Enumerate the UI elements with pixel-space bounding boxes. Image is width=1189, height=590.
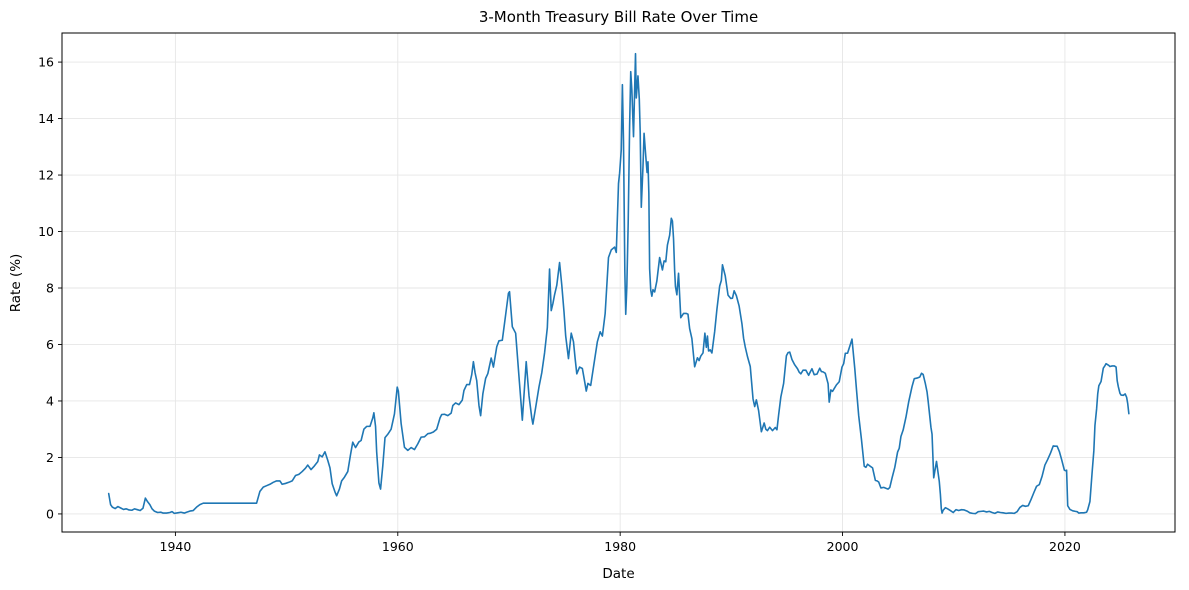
y-tick-label: 14 xyxy=(38,111,54,126)
y-tick-label: 6 xyxy=(46,337,54,352)
axes-spines xyxy=(61,32,1176,533)
x-tick-label: 1940 xyxy=(160,539,192,554)
y-tick-label: 10 xyxy=(38,224,54,239)
y-tick-label: 16 xyxy=(38,55,54,70)
y-axis-label: Rate (%) xyxy=(8,253,24,313)
x-tick-label: 2000 xyxy=(827,539,859,554)
x-tick-label: 1960 xyxy=(382,539,414,554)
chart-title: 3-Month Treasury Bill Rate Over Time xyxy=(478,8,759,26)
y-tick-label: 2 xyxy=(46,450,54,465)
x-axis-label: Date xyxy=(602,566,635,582)
y-tick-label: 12 xyxy=(38,168,54,183)
y-tick-label: 0 xyxy=(46,506,54,521)
y-tick-label: 4 xyxy=(46,393,54,408)
rate-line xyxy=(107,52,1130,515)
x-tick-label: 2020 xyxy=(1049,539,1081,554)
y-tick-label: 8 xyxy=(46,281,54,296)
x-tick-label: 1980 xyxy=(604,539,636,554)
